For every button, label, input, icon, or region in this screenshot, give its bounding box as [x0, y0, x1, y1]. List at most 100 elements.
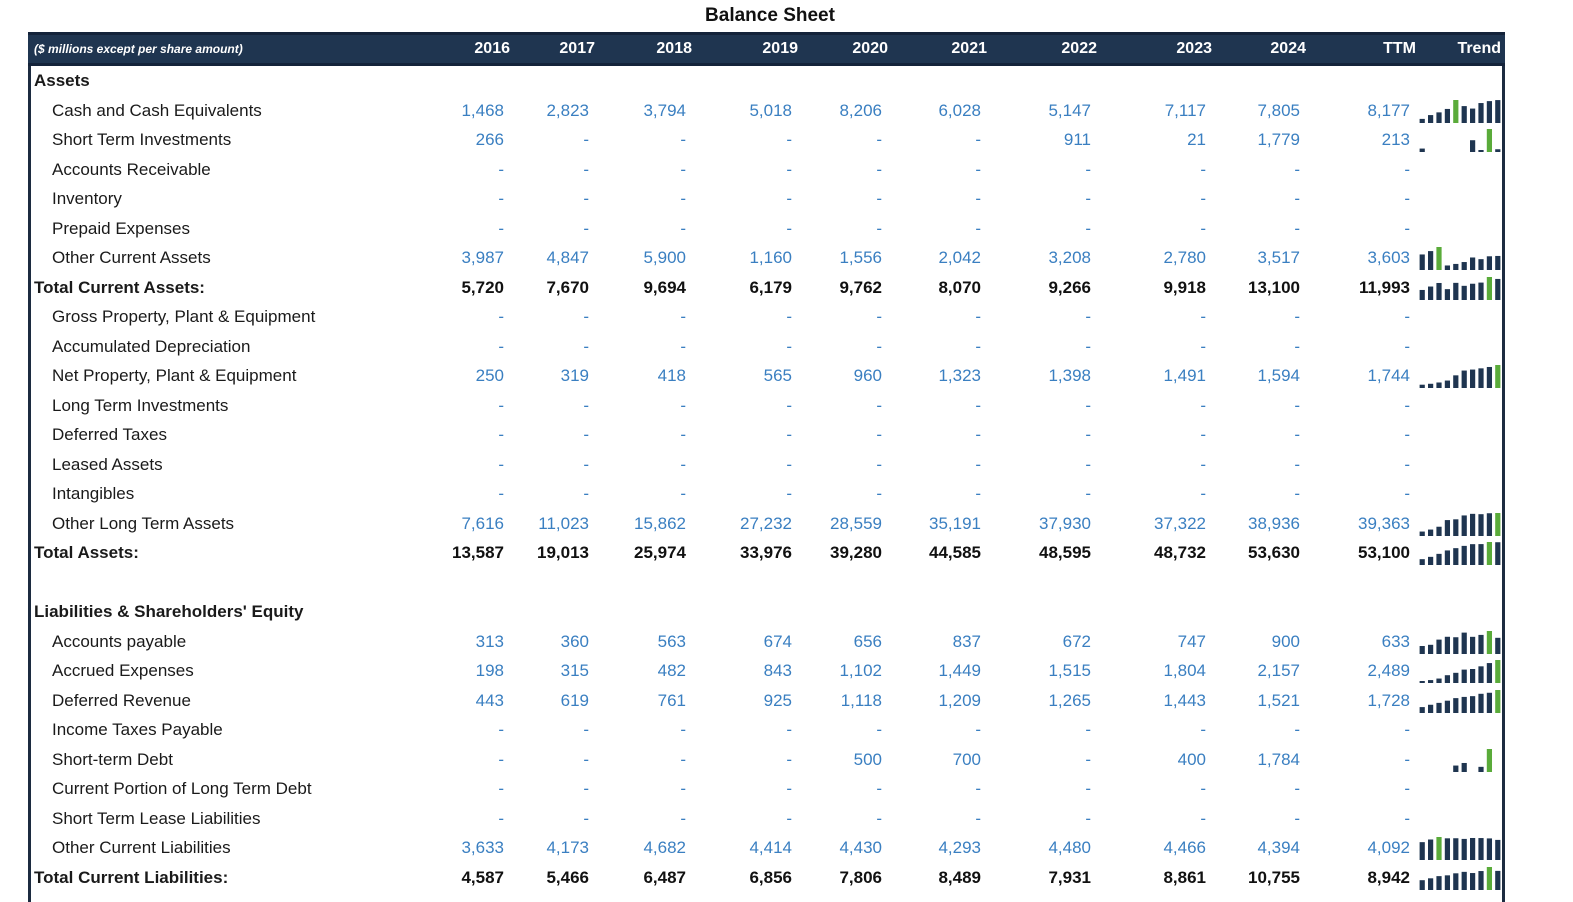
trend-bar	[1428, 839, 1434, 860]
cell-value: -	[975, 307, 981, 326]
row-label: Income Taxes Payable	[52, 720, 223, 739]
cell-value: -	[583, 454, 589, 474]
cell-value: 250	[475, 366, 504, 385]
row-label: Accrued Expenses	[52, 661, 194, 680]
cell-value: -	[786, 395, 792, 415]
cell-value: -	[1404, 454, 1410, 474]
cell-value: 6,028	[938, 100, 981, 120]
cell-value: 1,784	[1257, 749, 1300, 769]
cell-value: 315	[560, 661, 589, 680]
trend-sparkline	[1419, 689, 1501, 713]
trend-bar	[1453, 99, 1459, 123]
cell-value: -	[876, 454, 882, 474]
trend-sparkline	[1419, 660, 1501, 683]
cell-value: -	[498, 749, 504, 769]
cell-value: -	[1085, 808, 1091, 828]
trend-bar	[1470, 108, 1476, 123]
trend-bar	[1453, 282, 1459, 300]
cell-value: 3,794	[643, 100, 686, 120]
cell-value: 39,363	[1358, 513, 1410, 533]
cell-value: 8,177	[1367, 100, 1410, 120]
cell-value: 565	[763, 366, 792, 385]
cell-value: -	[1200, 720, 1206, 739]
cell-value: 7,806	[839, 867, 882, 887]
row-label: Other Current Assets	[52, 248, 211, 267]
trend-bar	[1495, 660, 1501, 683]
cell-value: 1,102	[839, 661, 882, 680]
cell-value: -	[498, 808, 504, 828]
cell-value: -	[975, 130, 981, 149]
table-row: Leased Assets - - - - - - - - - -	[31, 450, 1502, 479]
trend-bar	[1436, 553, 1442, 565]
cell-value: 4,682	[643, 838, 686, 857]
cell-value: -	[498, 720, 504, 739]
trend-bar	[1444, 380, 1451, 388]
cell-value: -	[583, 425, 589, 444]
column-header: 2024	[1270, 40, 1306, 57]
cell-value: -	[583, 189, 589, 208]
trend-bar	[1461, 370, 1467, 388]
table-row: Total Current Assets: 5,720 7,670 9,694 6,17…	[31, 273, 1502, 302]
column-header: 2016	[474, 40, 510, 57]
trend-bar	[1444, 700, 1451, 713]
cell-value: -	[583, 159, 589, 179]
trend-bar	[1461, 262, 1467, 270]
cell-value: 13,100	[1248, 277, 1300, 297]
cell-value: -	[975, 218, 981, 238]
table-row: Current Portion of Long Term Debt - - - - - - -…	[31, 774, 1502, 803]
trend-bar	[1470, 283, 1476, 300]
cell-value: 1,521	[1257, 690, 1300, 710]
row-label: Inventory	[52, 189, 122, 208]
cell-value: -	[975, 425, 981, 444]
trend-sparkline	[1419, 542, 1501, 565]
trend-bar	[1436, 247, 1442, 270]
table-row: Intangibles - - - - - - - - - -	[31, 479, 1502, 508]
cell-value: -	[498, 307, 504, 326]
table-row: Total Current Liabilities: 4,587 5,466 6,48…	[31, 863, 1502, 892]
row-label: Short Term Investments	[52, 130, 232, 149]
trend-bar	[1419, 148, 1425, 152]
cell-value: 2,157	[1257, 661, 1300, 680]
column-header: 2018	[656, 40, 692, 57]
cell-value: -	[876, 159, 882, 179]
trend-bar	[1461, 669, 1467, 683]
cell-value: 633	[1381, 631, 1410, 651]
cell-value: 319	[560, 366, 589, 385]
cell-value: -	[975, 189, 981, 208]
trend-bar	[1453, 765, 1459, 772]
page-title: Balance Sheet	[705, 5, 835, 26]
row-label: Intangibles	[52, 484, 135, 503]
cell-value: 33,976	[740, 543, 792, 562]
table-row: Income Taxes Payable - - - - - - - - - -	[31, 715, 1502, 744]
trend-bar	[1453, 375, 1459, 388]
cell-value: -	[680, 218, 686, 238]
trend-bar	[1419, 384, 1425, 388]
table-row: Short Term Investments 266 - - - - - 911 21 1,779…	[31, 125, 1502, 154]
cell-value: 266	[475, 130, 504, 149]
cell-value: 1,468	[461, 100, 504, 120]
table-row: Short Term Lease Liabilities - - - - - - - - - -	[31, 804, 1502, 833]
trend-sparkline	[1453, 748, 1493, 772]
trend-bar	[1470, 544, 1476, 565]
cell-value: -	[680, 189, 686, 208]
cell-value: -	[498, 484, 504, 503]
cell-value: -	[1085, 484, 1091, 503]
cell-value: -	[975, 159, 981, 179]
cell-value: -	[1404, 749, 1410, 769]
trend-bar	[1428, 251, 1434, 270]
row-label: Total Assets:	[34, 543, 139, 562]
trend-bar	[1428, 704, 1434, 713]
trend-bar	[1478, 838, 1484, 860]
trend-bar	[1453, 697, 1459, 713]
trend-bar	[1444, 519, 1451, 536]
cell-value: -	[1294, 454, 1300, 474]
column-header: 2022	[1061, 40, 1097, 57]
cell-value: 761	[657, 690, 686, 710]
cell-value: 500	[853, 749, 882, 769]
trend-bar	[1486, 630, 1493, 654]
trend-bar	[1436, 678, 1442, 683]
cell-value: 4,414	[749, 838, 792, 857]
cell-value: -	[1085, 720, 1091, 739]
cell-value: 4,480	[1048, 838, 1091, 857]
cell-value: -	[680, 454, 686, 474]
